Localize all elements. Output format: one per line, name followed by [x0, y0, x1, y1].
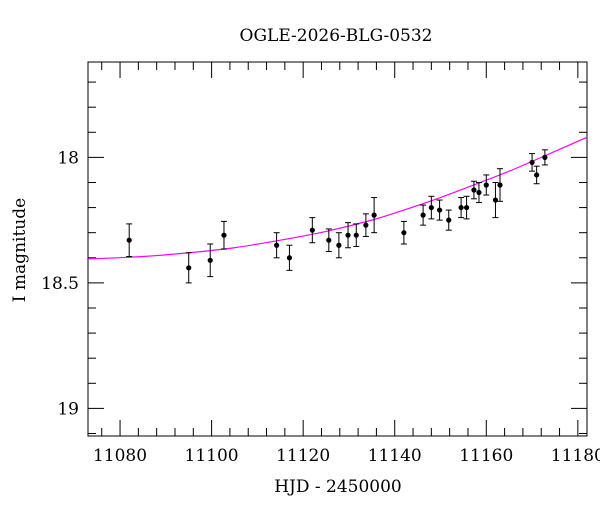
x-tick-label: 11120 [276, 446, 330, 466]
data-point-marker [534, 172, 540, 178]
data-point [470, 180, 477, 200]
data-point [420, 204, 427, 226]
x-tick-label: 11080 [93, 446, 147, 466]
data-point-marker [186, 265, 192, 271]
data-point-marker [529, 159, 535, 166]
data-point-marker [371, 212, 377, 218]
data-point-marker [309, 227, 315, 233]
data-point [492, 181, 499, 219]
data-point [286, 244, 293, 271]
chart-title: OGLE-2026-BLG-0532 [240, 26, 433, 46]
y-tick-label: 18 [57, 148, 79, 168]
y-tick-labels: 18 18.5 19 [41, 148, 79, 419]
data-point [533, 165, 540, 185]
data-point [541, 149, 548, 166]
data-point-marker [458, 204, 464, 211]
data-point-marker [345, 232, 351, 238]
data-point [345, 222, 352, 249]
x-axis-label: HJD - 2450000 [274, 477, 402, 497]
data-point [273, 232, 280, 259]
data-point [126, 223, 133, 258]
data-point-marker [483, 182, 489, 188]
data-point-marker [353, 232, 359, 238]
data-point [353, 223, 360, 247]
data-point-marker [492, 197, 499, 203]
data-point [335, 232, 342, 259]
y-tick-label: 19 [57, 399, 79, 419]
x-tick-label: 11100 [185, 446, 239, 466]
data-point-marker [363, 222, 369, 228]
data-point [362, 213, 369, 237]
data-point [483, 174, 490, 196]
data-point [185, 252, 192, 284]
data-point-marker [446, 217, 452, 223]
data-point-marker [476, 189, 482, 196]
data-point [325, 228, 332, 253]
plot-frame [87, 61, 588, 437]
plot-area [87, 61, 588, 437]
data-point [428, 195, 435, 220]
data-point [400, 220, 407, 245]
data-point [529, 153, 536, 172]
data-point-marker [428, 204, 434, 211]
fit-curve-group [87, 136, 588, 260]
y-tick-label: 18.5 [41, 274, 79, 294]
data-point-marker [336, 242, 342, 248]
data-point [475, 181, 482, 204]
data-point [207, 243, 214, 278]
data-point [445, 209, 452, 231]
data-point-marker [207, 257, 213, 263]
data-point-marker [326, 237, 332, 243]
y-axis-label: I magnitude [10, 198, 30, 302]
data-point-marker [542, 154, 548, 160]
data-point [497, 168, 504, 202]
data-point-marker [274, 242, 280, 248]
axis-ticks [88, 62, 587, 436]
data-point-marker [286, 255, 293, 261]
data-point-marker [401, 230, 407, 236]
data-point [309, 217, 316, 244]
data-point [220, 220, 227, 250]
data-point-marker [471, 187, 477, 193]
x-tick-label: 11160 [459, 446, 513, 466]
x-tick-label: 11140 [368, 446, 422, 466]
data-point-marker [126, 237, 132, 243]
data-point [371, 197, 378, 234]
data-point-marker [497, 182, 503, 188]
data-point-marker [420, 212, 426, 218]
x-tick-label: 11180 [551, 446, 600, 466]
data-point-marker [436, 207, 443, 213]
data-point [436, 199, 443, 221]
data-point-marker [463, 204, 470, 211]
data-point [458, 197, 465, 219]
data-point [463, 195, 470, 220]
x-tick-labels: 11080 11100 11120 11140 11160 11180 [93, 446, 600, 466]
data-point-marker [221, 232, 227, 238]
fit-curve-line [87, 136, 588, 260]
data-points-group [126, 149, 548, 284]
